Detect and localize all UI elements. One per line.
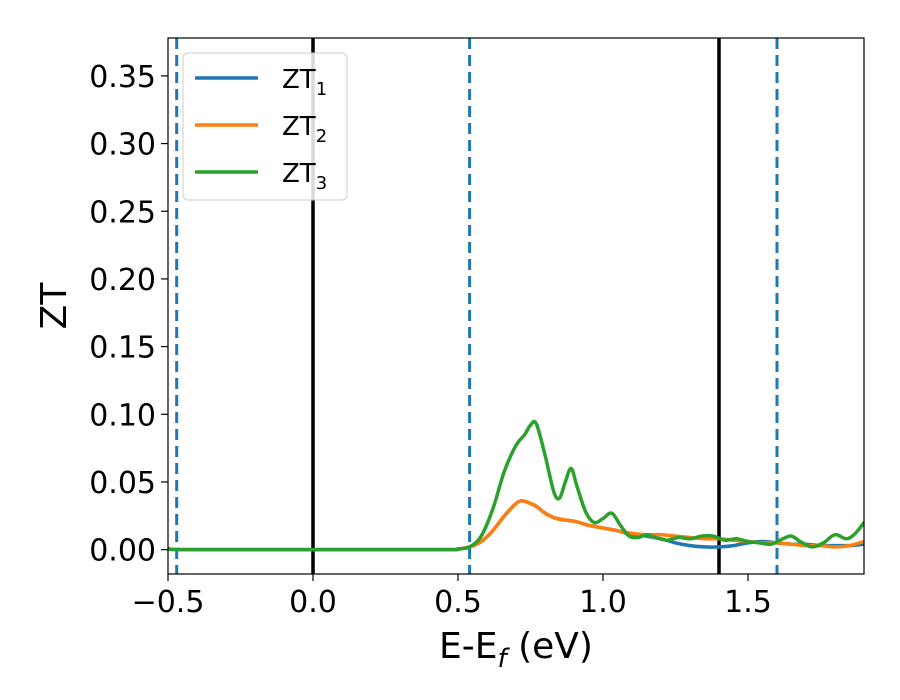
y-tick-label-7: 0.35 <box>89 60 156 95</box>
y-tick-label-1: 0.05 <box>89 466 156 501</box>
legend-label-1: ZT1 <box>282 65 327 100</box>
y-tick-label-3: 0.15 <box>89 331 156 366</box>
y-tick-label-0: 0.00 <box>89 534 156 569</box>
x-tick-label-3: 1.0 <box>579 585 627 620</box>
series-lines <box>168 419 864 552</box>
series-line-3 <box>168 419 864 552</box>
x-tick-label-1: 0.0 <box>289 585 337 620</box>
legend-box <box>182 52 348 201</box>
y-tick-label-5: 0.25 <box>89 195 156 230</box>
y-axis: 0.00 0.05 0.10 0.15 0.20 0.25 0.30 0.35 <box>89 60 168 569</box>
x-axis-label-suffix: (eV) <box>507 626 593 667</box>
legend: ZT1 ZT2 ZT3 <box>182 52 348 201</box>
y-tick-label-2: 0.10 <box>89 398 156 433</box>
x-axis-label-main: E-E <box>439 626 497 667</box>
x-tick-label-4: 1.5 <box>724 585 772 620</box>
plot-frame <box>167 37 865 575</box>
legend-label-2: ZT2 <box>282 112 327 147</box>
x-tick-label-2: 0.5 <box>434 585 482 620</box>
legend-label-3: ZT3 <box>282 159 327 194</box>
x-axis: −0.5 0.0 0.5 1.0 1.5 <box>132 574 772 620</box>
y-tick-label-6: 0.30 <box>89 128 156 163</box>
y-axis-label: ZT <box>34 282 75 330</box>
x-axis-label: E-Ef (eV) <box>439 626 593 674</box>
y-tick-label-4: 0.20 <box>89 263 156 298</box>
x-tick-label-0: −0.5 <box>132 585 205 620</box>
